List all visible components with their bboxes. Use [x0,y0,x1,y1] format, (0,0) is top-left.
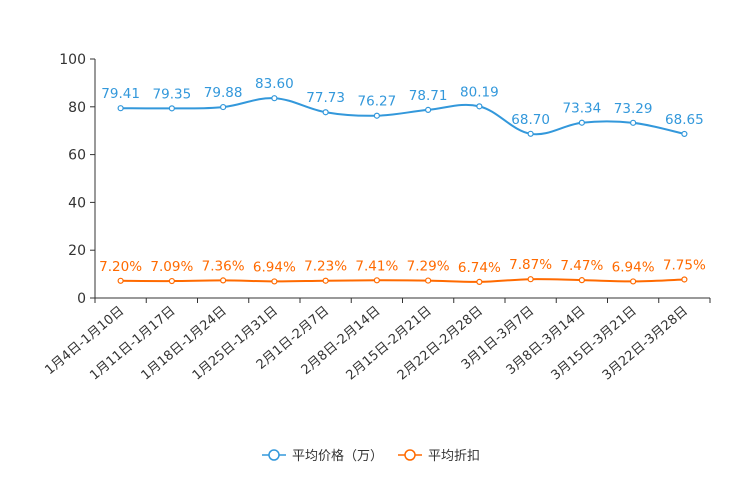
data-label: 6.94% [253,259,296,275]
data-point[interactable] [578,119,585,126]
data-label: 68.70 [511,112,550,128]
data-point[interactable] [373,277,380,284]
legend-circle-icon [404,449,416,461]
data-point[interactable] [527,130,534,137]
data-label: 7.75% [663,257,706,273]
data-label: 77.73 [306,90,345,106]
data-label: 79.41 [101,86,140,102]
x-category-label: 1月18日-1月24日 [139,304,230,384]
legend-circle-icon [268,449,280,461]
data-point[interactable] [168,105,175,112]
data-point[interactable] [271,95,278,102]
data-point[interactable] [630,119,637,126]
legend-item-2[interactable]: 平均折扣 [398,449,480,464]
data-point[interactable] [322,277,329,284]
data-point[interactable] [527,276,534,283]
x-category-label: 3月15日-3月21日 [549,304,640,384]
x-category-label: 2月15日-2月21日 [344,304,435,384]
data-point[interactable] [271,278,278,285]
data-point[interactable] [117,105,124,112]
data-point[interactable] [168,277,175,285]
data-label: 73.34 [563,101,602,117]
data-label: 7.47% [560,258,603,274]
series-lines: 79.41 79.35 79.88 83.60 77.73 76.27 78.71 80.19… [99,76,706,285]
data-point[interactable] [117,277,124,284]
data-label: 7.20% [99,259,142,275]
data-label: 83.60 [255,76,294,92]
data-label: 73.29 [614,101,653,117]
x-category-label: 2月22日-2月28日 [395,304,486,384]
data-label: 7.09% [150,259,193,275]
data-label: 7.87% [509,257,552,273]
y-tick-label: 40 [68,195,86,211]
legend-item-1[interactable]: 平均价格（万） [262,448,383,464]
legend[interactable]: 平均价格（万） 平均折扣 [262,448,480,464]
x-category-label: 3月22日-3月28日 [600,304,691,384]
data-point[interactable] [630,278,637,285]
y-tick-label: 60 [68,148,86,164]
series-2: 7.20% 7.09% 7.36% 6.94% 7.23% 7.41% 7.29% 6.74%… [99,257,706,285]
series-1: 79.41 79.35 79.88 83.60 77.73 76.27 78.71 80.19… [101,76,704,138]
data-label: 79.35 [153,86,192,102]
series-line [120,97,685,136]
data-label: 7.29% [407,259,450,275]
y-tick-label: 80 [68,100,86,116]
data-point[interactable] [476,103,483,110]
data-point[interactable] [373,112,380,119]
legend-label: 平均价格（万） [292,448,383,464]
data-label: 76.27 [358,94,397,110]
y-tick-label: 100 [59,52,86,68]
data-label: 80.19 [460,84,499,100]
data-point[interactable] [681,276,688,283]
data-point[interactable] [578,277,585,284]
data-point[interactable] [220,103,227,111]
data-label: 6.74% [458,260,501,276]
data-label: 68.65 [665,112,704,128]
data-point[interactable] [425,277,432,284]
data-point[interactable] [220,277,227,284]
data-label: 7.41% [355,258,398,274]
y-tick-label: 0 [77,291,86,307]
data-label: 6.94% [612,259,655,275]
series-line [120,278,685,283]
data-label: 78.71 [409,88,448,104]
y-tick-label: 20 [68,243,86,259]
data-label: 79.88 [204,85,243,101]
data-label: 7.23% [304,259,347,275]
legend-label: 平均折扣 [428,449,480,464]
data-point[interactable] [322,109,329,116]
data-point[interactable] [425,106,432,113]
x-category-label: 1月11日-1月17日 [87,304,178,384]
data-label: 7.36% [202,258,245,274]
data-point[interactable] [476,278,483,285]
x-category-label: 1月25日-1月31日 [190,304,281,384]
data-point[interactable] [681,130,688,138]
